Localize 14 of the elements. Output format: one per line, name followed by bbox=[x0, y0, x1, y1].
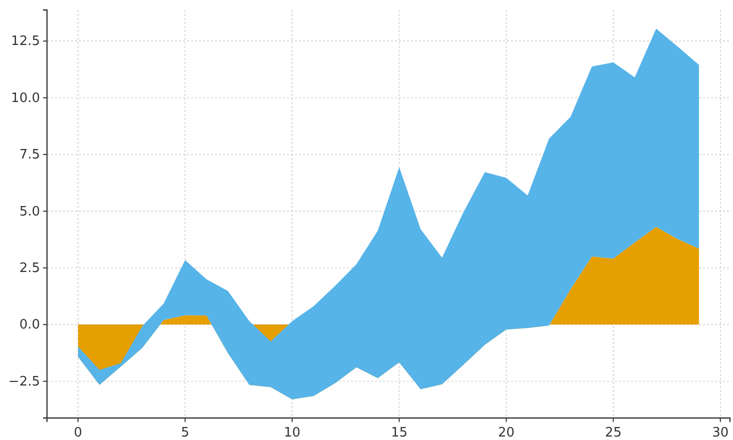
y-tick-label: 2.5 bbox=[19, 261, 40, 276]
y-tick-label: 5.0 bbox=[19, 204, 40, 220]
x-tick-label: 25 bbox=[605, 426, 622, 440]
y-tick-label: 12.5 bbox=[11, 34, 40, 50]
x-tick-label: 10 bbox=[284, 426, 300, 440]
y-tick-label: 0.0 bbox=[19, 318, 40, 333]
x-tick-label: 0 bbox=[74, 426, 82, 440]
y-tick-label: 7.5 bbox=[19, 148, 40, 163]
x-tick-label: 5 bbox=[180, 426, 190, 440]
x-tick-label: 15 bbox=[390, 426, 408, 440]
y-tick-label: −2.5 bbox=[8, 374, 40, 390]
x-tick-label: 30 bbox=[712, 426, 729, 440]
x-tick-label: 20 bbox=[498, 426, 515, 440]
y-tick-label: 10.0 bbox=[11, 90, 40, 106]
